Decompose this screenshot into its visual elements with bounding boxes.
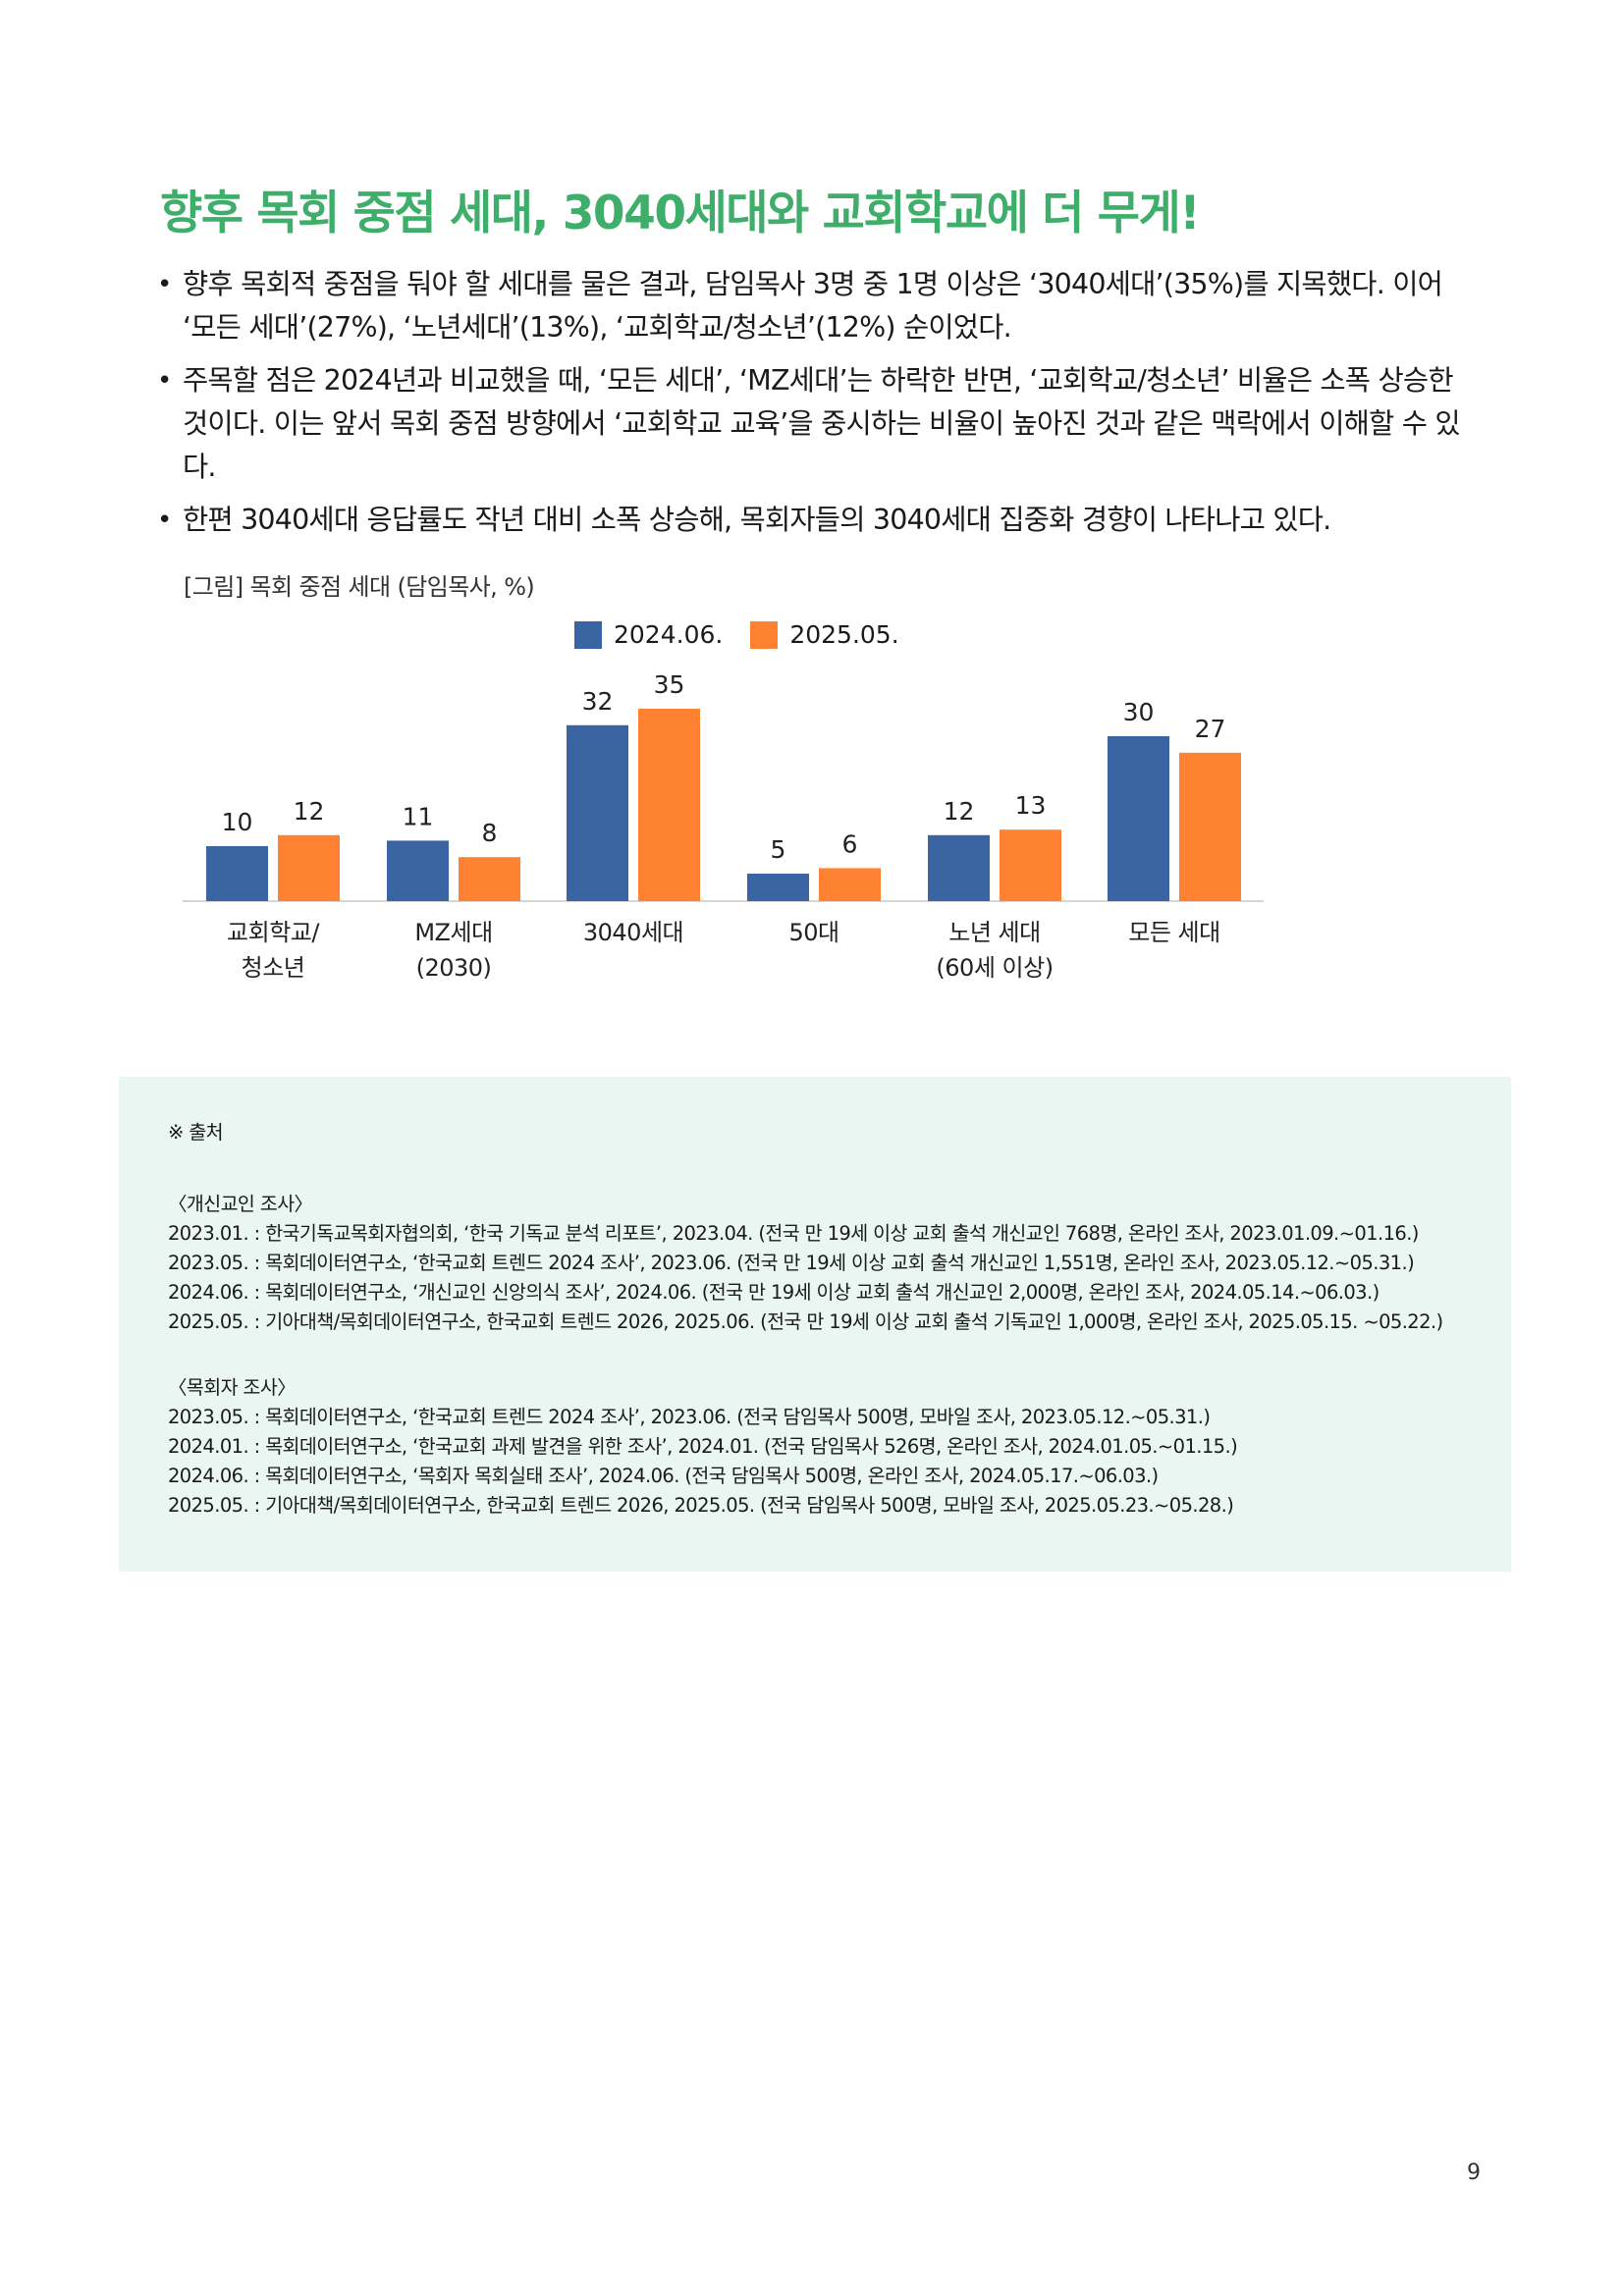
source-line: 2024.06. : 목회데이터연구소, ‘개신교인 신앙의식 조사’, 202…: [168, 1281, 1380, 1304]
bar: [747, 874, 809, 901]
page-number: 9: [1467, 2161, 1481, 2185]
bar: [459, 857, 520, 901]
bar: [928, 834, 990, 901]
legend-label: 2024.06.: [614, 620, 724, 649]
source-line: 2023.01. : 한국기독교목회자협의회, ‘한국 기독교 분석 리포트’,…: [168, 1222, 1419, 1245]
bullet-item: 주목할 점은 2024년과 비교했을 때, ‘모든 세대’, ‘MZ세대’는 하…: [157, 359, 1483, 489]
source-line: 2024.01. : 목회데이터연구소, ‘한국교회 과제 발견을 위한 조사’…: [168, 1435, 1238, 1458]
data-label: 5: [771, 835, 786, 864]
bar: [1108, 736, 1169, 901]
sources-heading: ※ 출처: [168, 1121, 224, 1144]
category-label: MZ세대: [414, 919, 492, 946]
bar: [638, 709, 700, 901]
bar: [387, 840, 449, 901]
source-line: 2023.05. : 목회데이터연구소, ‘한국교회 트렌드 2024 조사’,…: [168, 1406, 1211, 1428]
legend-item-2024: 2024.06.: [574, 620, 723, 649]
category-label: 노년 세대: [948, 919, 1040, 946]
chart-legend: 2024.06. 2025.05.: [574, 620, 927, 649]
source-line: 2024.06. : 목회데이터연구소, ‘목회자 목회실태 조사’, 2024…: [168, 1465, 1159, 1487]
bullet-item: 한편 3040세대 응답률도 작년 대비 소폭 상승해, 목회자들의 3040세…: [157, 499, 1483, 542]
legend-item-2025: 2025.05.: [750, 620, 899, 649]
bar: [278, 834, 340, 901]
bar: [567, 724, 628, 901]
bar: [206, 846, 268, 901]
source-line: 2023.05. : 목회데이터연구소, ‘한국교회 트렌드 2024 조사’,…: [168, 1252, 1415, 1274]
page-title: 향후 목회 중점 세대, 3040세대와 교회학교에 더 무게!: [160, 187, 1201, 240]
source-group-title: 〈개신교인 조사〉: [168, 1193, 313, 1215]
data-label: 6: [842, 829, 858, 858]
bar: [819, 868, 881, 901]
figure-caption: [그림] 목회 중점 세대 (담임목사, %): [184, 573, 535, 601]
data-label: 35: [654, 670, 685, 699]
data-label: 32: [582, 687, 614, 716]
bar: [1000, 829, 1061, 901]
data-label: 11: [403, 802, 434, 830]
data-label: 30: [1123, 698, 1155, 726]
bullet-list: 향후 목회적 중점을 둬야 할 세대를 물은 결과, 담임목사 3명 중 1명 …: [157, 263, 1483, 552]
legend-label: 2025.05.: [789, 620, 899, 649]
sources-box: ※ 출처 〈개신교인 조사〉 2023.01. : 한국기독교목회자협의회, ‘…: [119, 1077, 1511, 1572]
legend-swatch: [574, 620, 602, 649]
bar: [1179, 752, 1241, 901]
category-label: (2030): [416, 954, 492, 982]
data-label: 12: [294, 797, 325, 826]
category-label: (60세 이상): [936, 954, 1053, 982]
category-label: 교회학교/: [227, 919, 320, 946]
source-group-title: 〈목회자 조사〉: [168, 1376, 297, 1399]
category-label: 50대: [788, 919, 839, 946]
source-line: 2025.05. : 기아대책/목회데이터연구소, 한국교회 트렌드 2026,…: [168, 1310, 1443, 1333]
bar-chart: 10 12 교회학교/청소년 11 8 MZ세대 (2030) 32 35 3040세대 5 6 50대…: [183, 670, 1264, 982]
data-label: 27: [1195, 715, 1226, 743]
data-label: 13: [1015, 791, 1047, 820]
source-line: 2025.05. : 기아대책/목회데이터연구소, 한국교회 트렌드 2026,…: [168, 1494, 1234, 1517]
category-label: 청소년: [242, 954, 305, 982]
category-label: 모든 세대: [1128, 919, 1219, 946]
data-label: 8: [482, 819, 498, 847]
category-label: 3040세대: [583, 919, 683, 946]
data-label: 10: [222, 808, 253, 836]
data-label: 12: [944, 797, 975, 826]
legend-swatch: [750, 620, 779, 649]
bullet-item: 향후 목회적 중점을 둬야 할 세대를 물은 결과, 담임목사 3명 중 1명 …: [157, 263, 1483, 349]
